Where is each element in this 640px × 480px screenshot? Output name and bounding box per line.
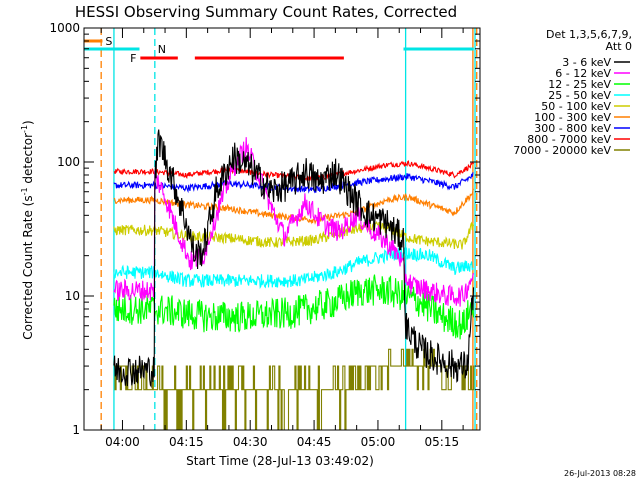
- legend-label-25-50-kev: 25 - 50 keV: [548, 89, 611, 102]
- y-axis-label: Corrected Count Rate (s-1 detector-1): [20, 120, 35, 339]
- x-tick-label-4: 05:00: [361, 435, 396, 449]
- y-tick-label-0: 1: [72, 423, 80, 437]
- series-line-50-100-kev: [113, 221, 475, 250]
- plot-area: S N F: [84, 28, 478, 430]
- y-axis-label-sup2: -1: [20, 125, 29, 133]
- y-axis-label-end: ): [21, 120, 35, 125]
- series-line-3-6-kev: [113, 129, 475, 388]
- legend-label-12-25-kev: 12 - 25 keV: [548, 78, 611, 91]
- flag-label-s: S: [105, 35, 112, 48]
- series-line-25-50-kev: [113, 247, 474, 290]
- footer-timestamp: 26-Jul-2013 08:28: [564, 469, 636, 478]
- legend-label-3-6-kev: 3 - 6 keV: [562, 56, 611, 69]
- legend-header-attenuator: Att 0: [606, 40, 632, 53]
- x-tick-label-1: 04:15: [169, 435, 204, 449]
- legend-label-7000-20000-kev: 7000 - 20000 keV: [513, 144, 611, 157]
- legend-label-800-7000-kev: 800 - 7000 keV: [527, 133, 611, 146]
- y-tick-label-2: 100: [57, 155, 80, 169]
- y-axis-label-sup1: -1: [20, 187, 29, 195]
- series-traces: [113, 129, 475, 430]
- plot-frame: [83, 27, 481, 431]
- series-line-6-12-kev: [113, 137, 475, 307]
- x-tick-label-3: 04:45: [297, 435, 332, 449]
- x-tick-label-5: 05:15: [425, 435, 460, 449]
- x-axis-label: Start Time (28-Jul-13 03:49:02): [186, 454, 374, 468]
- chart-title: HESSI Observing Summary Count Rates, Cor…: [75, 3, 457, 21]
- legend-header-detectors: Det 1,3,5,6,7,9,: [546, 28, 632, 41]
- legend-label-300-800-kev: 300 - 800 keV: [534, 122, 611, 135]
- x-tick-label-2: 04:30: [233, 435, 268, 449]
- legend-label-50-100-kev: 50 - 100 keV: [541, 100, 611, 113]
- series-line-12-25-kev: [113, 274, 475, 340]
- flag-label-f: F: [130, 52, 136, 65]
- flag-label-n: N: [158, 43, 166, 56]
- y-tick-label-3: 1000: [49, 21, 80, 35]
- y-axis-label-mid: detector: [21, 133, 35, 188]
- legend-label-6-12-kev: 6 - 12 keV: [555, 67, 611, 80]
- legend-label-100-300-kev: 100 - 300 keV: [534, 111, 611, 124]
- y-tick-label-1: 10: [65, 289, 80, 303]
- plot-axes: 1 10 100 1000 04:00 04:15 04:30 04:45 05:00 05:15: [49, 21, 481, 449]
- series-line-7000-20000-kev: [113, 348, 475, 430]
- y-axis-label-main: Corrected Count Rate (s: [21, 195, 35, 339]
- x-tick-label-0: 04:00: [105, 435, 140, 449]
